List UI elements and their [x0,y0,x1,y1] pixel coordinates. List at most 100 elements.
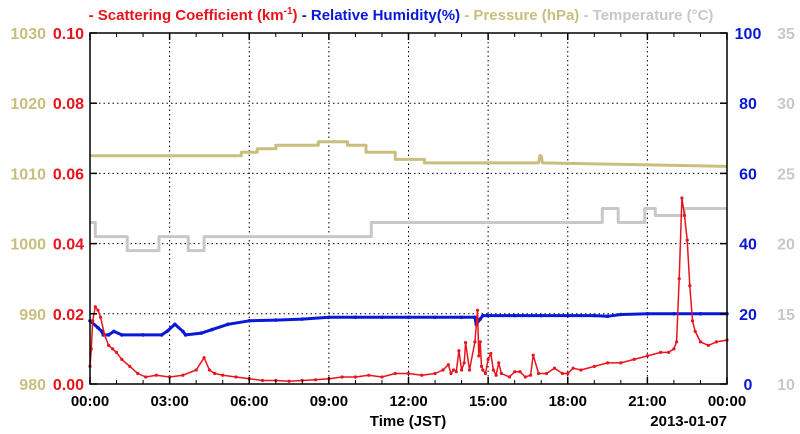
scattering-data-point [221,373,225,377]
legend-humidity-label: Relative Humidity(%) [311,7,460,24]
scattering-tick-label: 0.10 [53,26,84,43]
scattering-data-point [537,371,541,376]
scattering-data-point [560,371,565,376]
scattering-data-point [475,308,480,312]
scattering-tick-label: 0.00 [53,377,84,394]
scattering-data-point [513,370,517,374]
scattering-data-point [111,347,115,351]
scattering-data-point [441,368,445,372]
scattering-data-point [479,364,484,368]
scattering-data-point [552,366,557,370]
x-tick-label: 06:00 [230,393,268,410]
scattering-data-point [680,196,684,200]
scattering-data-point [478,340,482,344]
pressure-tick-label: 990 [19,307,46,324]
legend-scattering-dash: - [89,7,94,24]
scattering-data-point [460,368,464,372]
x-tick-label: 00:00 [708,393,746,410]
humidity-data-point [380,315,384,320]
humidity-series-line [89,312,727,337]
humidity-data-point [327,315,331,320]
humidity-tick-label: 20 [739,307,757,324]
x-tick-label: 09:00 [310,393,348,410]
humidity-tick-label: 100 [735,26,762,43]
humidity-data-point [698,312,703,316]
humidity-data-point [274,318,278,322]
scattering-data-point [194,368,198,372]
series-lines [88,140,729,383]
humidity-data-point [473,315,477,320]
tick-marks [89,32,728,385]
scattering-data-point [420,373,424,377]
pressure-tick-label: 1010 [10,166,46,183]
scattering-data-point [566,371,570,376]
humidity-data-point [486,313,490,318]
humidity-data-point [459,315,464,320]
scattering-data-point [120,357,124,361]
humidity-data-point [106,333,111,337]
humidity-data-point [566,313,570,318]
scattering-tick-label: 0.08 [53,96,84,113]
scattering-data-point [659,350,663,354]
humidity-data-point [183,333,188,337]
x-tick-label: 03:00 [150,393,188,410]
scattering-data-point [645,354,650,358]
scattering-data-point [682,213,687,218]
scattering-data-point [489,351,493,356]
humidity-data-point [300,317,305,321]
humidity-data-point [619,312,623,317]
scattering-data-point [260,378,265,383]
scattering-data-point [207,368,211,372]
humidity-tick-label: 60 [739,166,757,183]
scattering-data-point [467,368,472,372]
humidity-data-point [605,314,610,319]
scattering-data-point [353,375,357,379]
humidity-data-point [199,331,204,335]
pressure-tick-label: 980 [19,377,46,394]
humidity-data-point [210,327,214,332]
scattering-data-point [393,371,397,376]
humidity-data-point [226,322,230,327]
legend-temperature-label: Temperature (°C) [593,7,714,24]
humidity-data-point [247,319,252,323]
humidity-data-point [406,315,411,320]
humidity-data-point [592,313,597,318]
x-tick-label: 12:00 [389,393,427,410]
scattering-data-point [714,340,719,344]
scattering-data-point [688,284,692,288]
temperature-tick-label: 15 [777,307,795,324]
scattering-data-point [690,319,695,323]
grid-lines [90,33,727,384]
scattering-data-point [464,341,468,345]
scattering-data-point [579,368,583,372]
humidity-data-point [539,313,543,318]
x-tick-label: 15:00 [469,393,507,410]
scattering-data-point [314,378,318,382]
scattering-tick-label: 0.06 [53,166,84,183]
scattering-data-point [154,373,158,377]
legend-scattering-superscript: -1 [284,6,293,17]
scattering-data-point [667,350,671,354]
legend-temperature-dash: - [583,7,588,24]
legend-scattering-label: Scattering Coefficient (km [98,7,284,24]
scattering-data-point [698,340,703,344]
scattering-data-point [136,371,140,376]
scattering-data-point [181,373,185,377]
humidity-data-point [478,317,483,321]
pressure-tick-label: 1030 [10,26,46,43]
humidity-data-point [100,329,104,334]
legend: - Scattering Coefficient (km-1) - Relati… [89,6,714,24]
scattering-data-point [433,371,437,376]
legend-scattering-close: ) [293,7,298,24]
humidity-data-point [353,315,358,320]
scattering-data-point [452,368,456,372]
scattering-data-point [96,308,100,312]
humidity-data-point [112,329,116,334]
scattering-data-point [677,277,681,281]
scattering-data-point [380,375,384,379]
scattering-data-point [529,373,533,377]
scattering-data-point [144,375,148,379]
pressure-tick-label: 1020 [10,96,46,113]
humidity-data-point [173,322,177,327]
humidity-tick-label: 80 [739,96,757,113]
